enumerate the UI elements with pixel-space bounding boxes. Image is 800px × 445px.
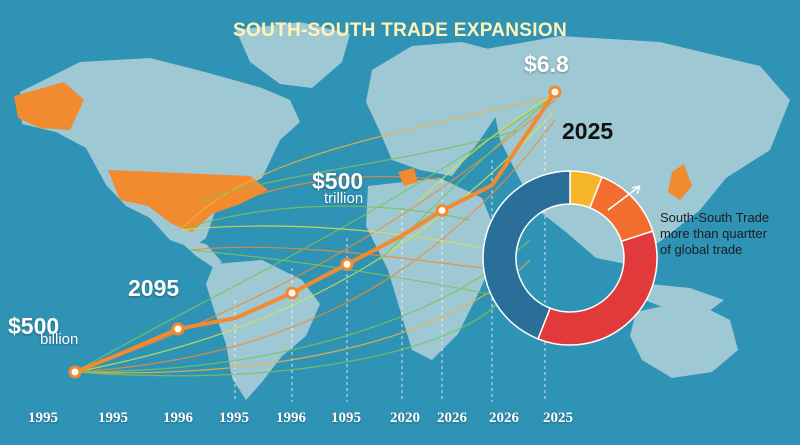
donut-note-line-3: of global trade <box>660 242 743 257</box>
series-line <box>73 90 557 374</box>
greenland <box>236 22 350 88</box>
donut-segment <box>588 176 654 243</box>
data-point-marker <box>340 257 354 271</box>
australia <box>630 300 738 378</box>
annotation-trillion-unit: trillion <box>324 190 364 207</box>
europe <box>366 42 520 176</box>
data-point-marker <box>435 203 449 217</box>
data-point-marker <box>548 85 562 99</box>
north-america <box>20 58 300 248</box>
indonesia <box>630 282 724 312</box>
annotation-500-billion: $500 <box>8 313 60 339</box>
x-tick-label: 2025 <box>543 410 573 426</box>
africa <box>366 178 500 360</box>
x-tick-label: 1095 <box>331 410 361 426</box>
usa <box>108 170 268 232</box>
x-tick-label: 2026 <box>437 410 467 426</box>
data-point-marker <box>171 322 185 336</box>
annotation-billion-unit: billion <box>40 331 79 348</box>
x-tick-label: 1995 <box>98 410 128 426</box>
x-tick-label: 1995 <box>28 410 58 426</box>
donut-note-line-2: more than quartter <box>660 226 767 241</box>
data-point-marker <box>68 365 82 379</box>
x-tick-label: 1996 <box>163 410 193 426</box>
annotation-6-8: $6.8 <box>524 51 569 77</box>
central-america <box>176 238 222 268</box>
annotation-2025: 2025 <box>562 118 614 144</box>
callout-arrow <box>607 185 641 211</box>
donut-segment <box>482 170 571 340</box>
alaska <box>14 82 84 130</box>
annotation-500-trillion: $500 <box>312 168 364 194</box>
data-point-marker <box>285 286 299 300</box>
donut-note-line-1: South-South Trade <box>660 210 770 225</box>
x-tick-label: 1995 <box>219 410 249 426</box>
x-tick-label: 2026 <box>489 410 519 426</box>
donut-segment <box>536 230 658 346</box>
japan <box>668 164 692 200</box>
chart-title: SOUTH-SOUTH TRADE EXPANSION <box>233 20 567 41</box>
annotation-2095: 2095 <box>128 275 180 301</box>
x-tick-label: 2020 <box>390 410 420 426</box>
x-tick-label: 1996 <box>276 410 306 426</box>
